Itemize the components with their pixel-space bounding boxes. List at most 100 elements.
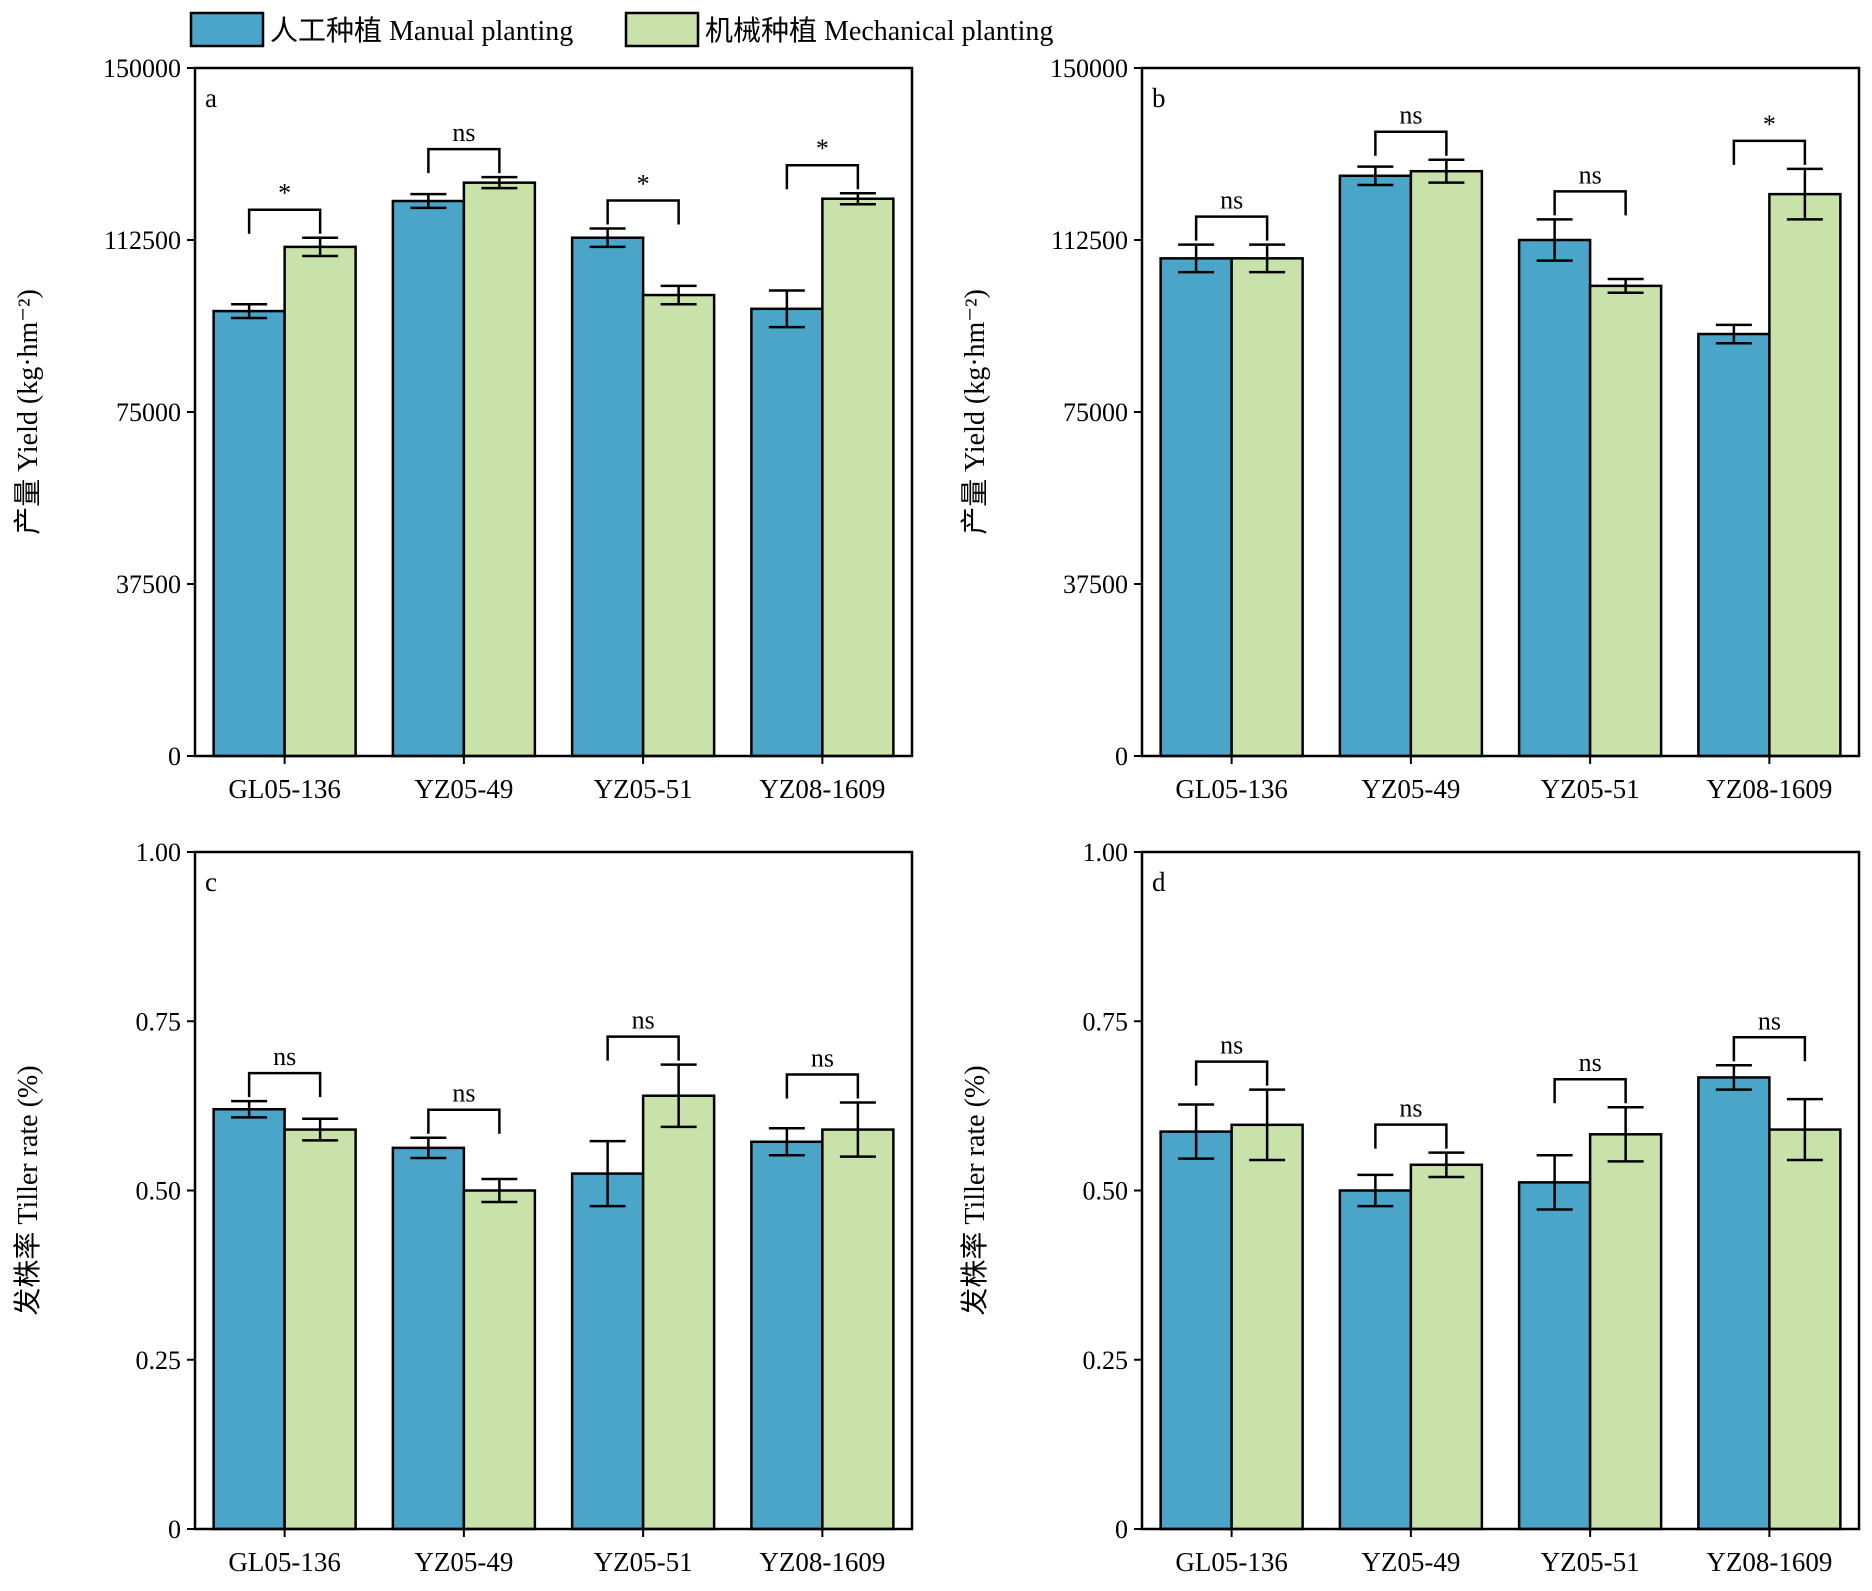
panel-label-b: b [1152, 83, 1166, 113]
legend-label-manual: 人工种植 Manual planting [270, 15, 573, 47]
x-tick-label-a-4: YZ08-1609 [759, 774, 885, 804]
bar-c-mechanical-4 [821, 1128, 895, 1531]
bar-c-mechanical-1 [283, 1128, 357, 1531]
significance-label-a-3: * [637, 170, 650, 199]
significance-bracket-b-1 [1194, 215, 1269, 241]
legend-swatch-mechanical [624, 11, 700, 48]
bar-a-mechanical-3 [641, 293, 716, 758]
significance-label-b-1: ns [1220, 186, 1243, 215]
bar-d-mechanical-3 [1588, 1133, 1663, 1531]
x-tick-label-c-3: YZ05-51 [594, 1547, 693, 1577]
panel-label-a: a [205, 83, 217, 113]
significance-label-b-2: ns [1399, 101, 1422, 130]
significance-label-c-2: ns [452, 1079, 475, 1108]
significance-bracket-c-2 [427, 1108, 501, 1134]
bar-b-mechanical-4 [1768, 192, 1842, 758]
bar-d-manual-1 [1159, 1130, 1233, 1531]
panel-label-d: d [1152, 867, 1166, 897]
x-tick-label-c-4: YZ08-1609 [759, 1547, 885, 1577]
bar-b-mechanical-2 [1409, 169, 1484, 758]
bar-b-manual-4 [1697, 332, 1771, 758]
significance-bracket-a-1 [247, 208, 322, 234]
y-axis-label-c: 发株率 Tiller rate (%) [12, 1065, 44, 1315]
significance-bracket-a-3 [606, 199, 680, 225]
significance-label-d-1: ns [1220, 1031, 1243, 1060]
bar-a-manual-4 [750, 307, 824, 758]
y-tick-label-d-1: 0.25 [1083, 1346, 1129, 1375]
bar-b-mechanical-1 [1230, 257, 1304, 758]
significance-label-c-3: ns [632, 1006, 655, 1035]
legend-swatch-manual [189, 11, 265, 48]
bar-a-manual-2 [391, 199, 466, 758]
bar-d-manual-4 [1697, 1076, 1771, 1531]
y-tick-label-d-3: 0.75 [1083, 1007, 1129, 1036]
y-tick-label-a-4: 150000 [103, 54, 181, 83]
bar-c-mechanical-2 [462, 1189, 537, 1531]
legend-label-mechanical: 机械种植 Mechanical planting [705, 15, 1053, 47]
bar-c-manual-4 [750, 1140, 824, 1531]
bar-a-manual-3 [570, 236, 645, 758]
bar-a-manual-1 [212, 309, 286, 758]
significance-bracket-c-4 [785, 1073, 860, 1099]
significance-bracket-b-4 [1732, 139, 1807, 165]
bar-b-manual-1 [1159, 257, 1233, 758]
chart-panel-d: ns GL05-136 ns YZ05-49 ns YZ05-51 ns YZ08-1609 0… [959, 838, 1861, 1577]
y-tick-label-d-2: 0.50 [1083, 1177, 1129, 1206]
significance-bracket-b-2 [1374, 130, 1448, 156]
significance-label-d-3: ns [1579, 1048, 1602, 1077]
x-tick-label-a-2: YZ05-49 [414, 774, 513, 804]
bar-b-manual-2 [1338, 174, 1413, 758]
bar-a-mechanical-1 [283, 245, 357, 758]
significance-label-b-3: ns [1579, 160, 1602, 189]
legend: 人工种植 Manual planting 机械种植 Mechanical pla… [189, 11, 1053, 48]
y-tick-label-b-3: 112500 [1051, 226, 1128, 255]
x-tick-label-b-1: GL05-136 [1175, 774, 1287, 804]
chart-panel-b: ns GL05-136 ns YZ05-49 ns YZ05-51 * YZ08-1609 0 3… [959, 54, 1861, 804]
significance-label-d-2: ns [1399, 1094, 1422, 1123]
x-tick-label-d-4: YZ08-1609 [1706, 1547, 1832, 1577]
y-tick-label-d-4: 1.00 [1083, 838, 1129, 867]
y-axis-label-b: 产量 Yield (kg·hm⁻²) [959, 289, 991, 535]
y-tick-label-c-3: 0.75 [136, 1007, 182, 1036]
y-tick-label-a-1: 37500 [116, 570, 181, 599]
y-tick-label-b-1: 37500 [1063, 570, 1128, 599]
bar-d-manual-3 [1517, 1181, 1592, 1531]
significance-bracket-d-2 [1374, 1123, 1448, 1149]
bar-c-mechanical-3 [641, 1094, 716, 1531]
significance-label-c-1: ns [273, 1042, 296, 1071]
y-tick-label-b-4: 150000 [1050, 54, 1128, 83]
y-tick-label-c-2: 0.50 [136, 1177, 182, 1206]
x-tick-label-d-1: GL05-136 [1175, 1547, 1287, 1577]
significance-label-a-2: ns [452, 118, 475, 147]
chart-panel-c: ns GL05-136 ns YZ05-49 ns YZ05-51 ns YZ08-1609 0… [12, 838, 914, 1577]
bar-d-manual-2 [1338, 1189, 1413, 1531]
significance-bracket-a-2 [427, 147, 501, 174]
y-tick-label-c-1: 0.25 [136, 1346, 182, 1375]
chart-panels: * GL05-136 ns YZ05-49 * YZ05-51 * YZ08-1609 0 375… [12, 54, 1861, 1577]
significance-label-c-4: ns [811, 1043, 834, 1072]
y-tick-label-b-0: 0 [1115, 742, 1128, 771]
bar-d-mechanical-2 [1409, 1163, 1484, 1531]
significance-bracket-d-3 [1553, 1077, 1627, 1104]
y-tick-label-c-4: 1.00 [136, 838, 182, 867]
y-tick-label-a-3: 112500 [104, 226, 181, 255]
bar-a-mechanical-2 [462, 181, 537, 758]
significance-label-d-4: ns [1758, 1006, 1781, 1035]
y-axis-label-a: 产量 Yield (kg·hm⁻²) [12, 289, 44, 535]
x-tick-label-d-2: YZ05-49 [1361, 1547, 1460, 1577]
panel-label-c: c [205, 867, 217, 897]
significance-bracket-a-4 [785, 163, 860, 190]
significance-label-b-4: * [1763, 110, 1776, 139]
bar-a-mechanical-4 [821, 197, 895, 758]
bar-d-mechanical-4 [1768, 1128, 1842, 1531]
y-tick-label-a-2: 75000 [116, 398, 181, 427]
significance-bracket-d-1 [1194, 1060, 1269, 1086]
significance-label-a-1: * [278, 179, 291, 208]
x-tick-label-c-1: GL05-136 [228, 1547, 340, 1577]
x-tick-label-c-2: YZ05-49 [414, 1547, 513, 1577]
significance-bracket-b-3 [1553, 190, 1627, 216]
x-tick-label-b-3: YZ05-51 [1541, 774, 1640, 804]
x-tick-label-a-1: GL05-136 [228, 774, 340, 804]
bar-c-manual-2 [391, 1146, 466, 1531]
y-tick-label-b-2: 75000 [1063, 398, 1128, 427]
